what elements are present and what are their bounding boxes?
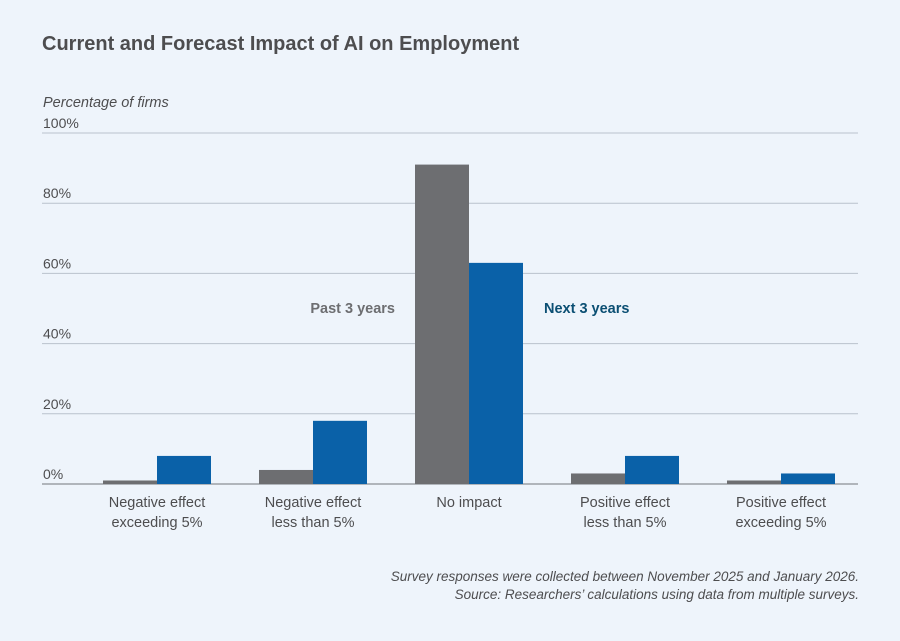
y-tick-label: 80% [43,185,71,201]
bar-next-3 [625,455,679,484]
bar-next-0 [157,455,211,484]
x-category-label: Negative effect exceeding 5% [109,495,205,531]
y-axis-title: Percentage of firms [43,95,169,111]
y-tick-label: 0% [43,466,63,482]
legend-next-label: Next 3 years [544,301,629,317]
y-tick-label: 100% [43,115,79,131]
survey-note: Survey responses were collected between … [390,569,859,584]
bar-past-3 [571,473,625,484]
bar-next-4 [781,473,835,484]
y-tick-label: 60% [43,255,71,271]
legend-past-label: Past 3 years [310,301,395,317]
x-category-label: Positive effect exceeding 5% [735,495,826,531]
bar-past-4 [727,480,781,484]
source-note: Source: Researchers’ calculations using … [454,587,859,602]
bar-next-1 [313,420,367,484]
x-category-label: Negative effect less than 5% [265,495,361,531]
x-category-label: No impact [436,495,501,511]
bar-past-0 [103,480,157,484]
bar-past-1 [259,469,313,484]
y-tick-label: 40% [43,326,71,342]
chart-title: Current and Forecast Impact of AI on Emp… [42,33,520,55]
y-tick-label: 20% [43,396,71,412]
x-category-label: Positive effect less than 5% [580,495,670,531]
bar-past-2 [415,164,469,484]
bar-next-2 [469,262,523,484]
